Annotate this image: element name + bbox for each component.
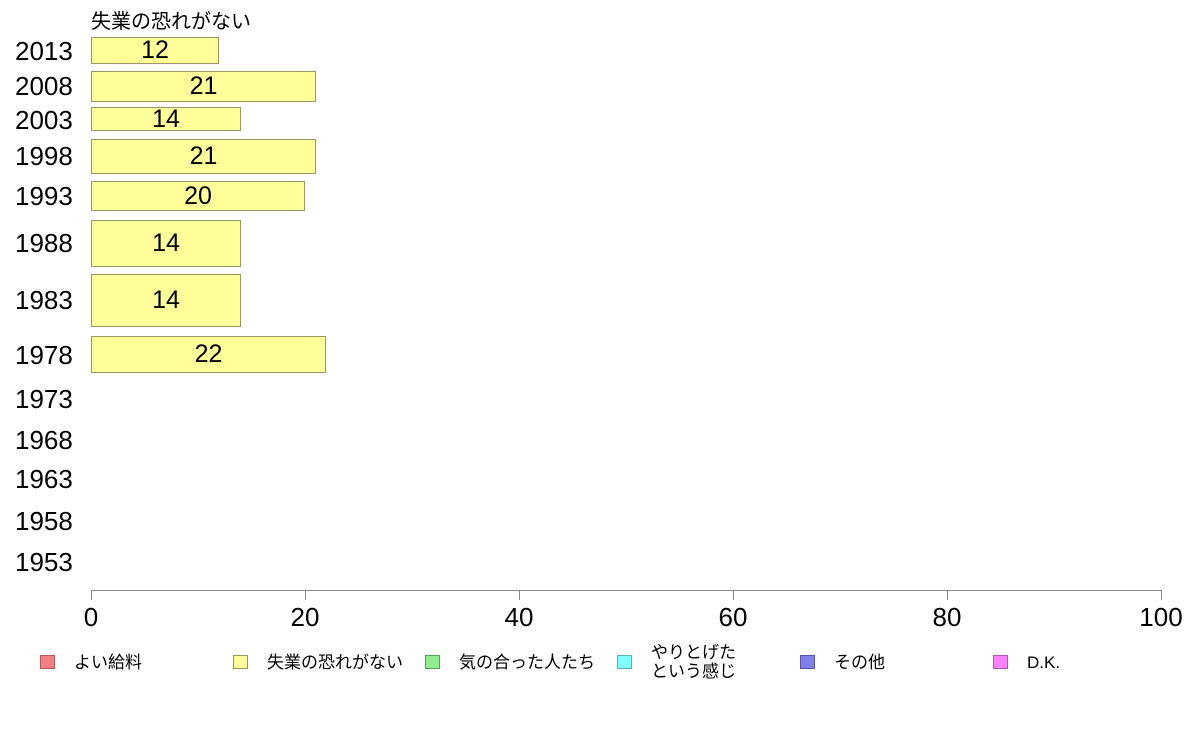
x-axis-tick	[947, 590, 948, 600]
x-axis-tick	[733, 590, 734, 600]
legend-swatch	[617, 655, 632, 669]
bar: 21	[91, 71, 316, 102]
legend-label: その他	[834, 652, 885, 672]
legend-swatch	[233, 655, 248, 669]
bar-value-label: 20	[184, 181, 212, 210]
legend-swatch	[993, 655, 1008, 669]
x-axis-line	[91, 590, 1161, 591]
bar: 14	[91, 220, 241, 267]
legend-label: 気の合った人たち	[459, 652, 595, 672]
y-axis-label: 2013	[15, 35, 73, 66]
x-axis-tick-label: 80	[932, 602, 962, 632]
legend-label: よい給料	[74, 652, 142, 672]
legend-item: 気の合った人たち	[425, 643, 595, 681]
legend-swatch	[40, 655, 55, 669]
y-axis-label: 1983	[15, 284, 73, 315]
legend-swatch	[800, 655, 815, 669]
legend-item: よい給料	[40, 643, 142, 681]
legend-label: やりとげた という感じ	[651, 643, 736, 681]
y-axis-label: 1958	[15, 505, 73, 536]
y-axis-label: 2008	[15, 70, 73, 101]
bar-value-label: 14	[152, 229, 180, 257]
y-axis-label: 1978	[15, 339, 73, 370]
bar-value-label: 14	[152, 286, 180, 314]
bar-value-label: 12	[141, 36, 169, 64]
y-axis-label: 1963	[15, 463, 73, 494]
x-axis-tick	[305, 590, 306, 600]
x-axis-tick	[91, 590, 92, 600]
bar: 14	[91, 104, 241, 133]
x-axis-tick-label: 100	[1139, 602, 1183, 632]
x-axis-tick	[1161, 590, 1162, 600]
y-axis-label: 1993	[15, 180, 73, 211]
y-axis-label: 1998	[15, 140, 73, 171]
legend-item: D.K.	[993, 643, 1060, 681]
legend-item: 失業の恐れがない	[233, 643, 403, 681]
bar: 12	[91, 36, 219, 64]
bar-value-label: 22	[194, 340, 223, 368]
bar-value-label: 21	[189, 142, 218, 170]
bar: 14	[91, 274, 241, 327]
chart-title: 失業の恐れがない	[91, 11, 251, 33]
x-axis-tick	[519, 590, 520, 600]
bar: 22	[91, 336, 326, 373]
legend-label: 失業の恐れがない	[267, 652, 403, 672]
legend-item: その他	[800, 643, 885, 681]
y-axis-label: 1973	[15, 383, 73, 414]
y-axis-label: 1953	[15, 546, 73, 577]
x-axis-tick-label: 60	[718, 602, 748, 632]
x-axis-tick-label: 0	[83, 602, 99, 632]
y-axis-label: 1988	[15, 227, 73, 258]
bar-value-label: 14	[152, 104, 180, 133]
bar: 21	[91, 139, 316, 174]
bar-value-label: 21	[189, 72, 218, 100]
bar: 20	[91, 181, 305, 211]
x-axis-tick-label: 40	[504, 602, 534, 632]
legend-label: D.K.	[1027, 652, 1061, 672]
x-axis-tick-label: 20	[290, 602, 320, 632]
legend-item: やりとげた という感じ	[617, 643, 736, 681]
y-axis-label: 2003	[15, 104, 73, 135]
y-axis-label: 1968	[15, 424, 73, 455]
legend-swatch	[425, 655, 440, 669]
